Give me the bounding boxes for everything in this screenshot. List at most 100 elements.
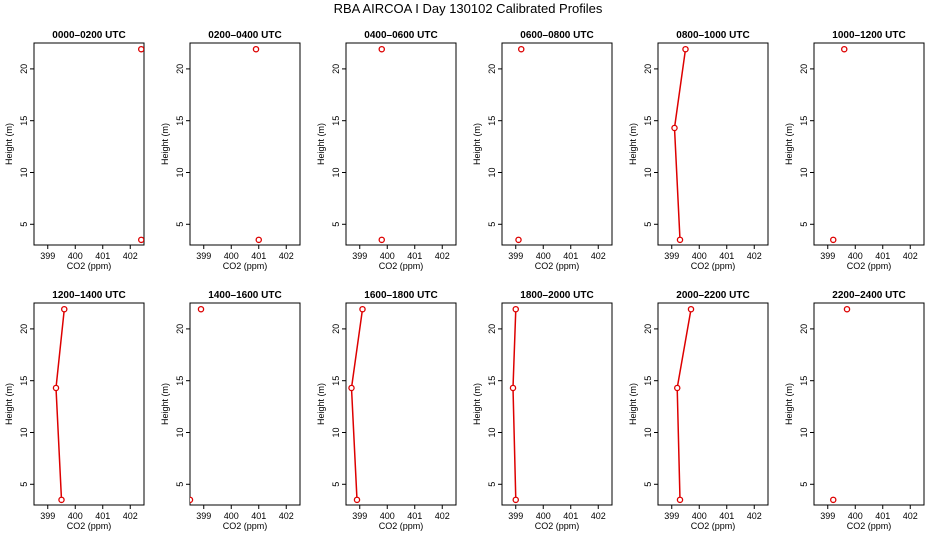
x-tick-label: 399 [664, 511, 679, 521]
profile-line [512, 309, 517, 500]
y-tick-label: 15 [19, 116, 29, 126]
y-axis-label: Height (m) [160, 123, 170, 165]
y-tick-label: 15 [331, 376, 341, 386]
plot-frame [189, 302, 301, 506]
y-tick-label: 20 [643, 64, 653, 74]
data-layer [252, 45, 262, 244]
x-axis-label: CO2 (ppm) [223, 261, 268, 271]
y-axis-label: Height (m) [160, 383, 170, 425]
x-tick-label: 401 [875, 511, 890, 521]
x-axis-label: CO2 (ppm) [691, 261, 736, 271]
data-point [674, 384, 681, 392]
x-tick-label: 402 [591, 251, 606, 261]
y-tick-label: 5 [799, 222, 809, 227]
panel-title: 2200–2400 UTC [832, 290, 905, 301]
data-point [676, 236, 684, 244]
y-tick-label: 5 [643, 482, 653, 487]
y-tick-label: 15 [19, 376, 29, 386]
x-tick-label: 401 [95, 251, 110, 261]
y-axis-label: Height (m) [4, 383, 14, 425]
x-tick-label: 402 [279, 251, 294, 261]
profile-line [676, 309, 692, 500]
data-layer [674, 305, 695, 504]
y-tick-label: 20 [19, 324, 29, 334]
y-tick-label: 5 [19, 222, 29, 227]
y-tick-label: 10 [643, 427, 653, 437]
profile-panel: 1600–1800 UTC 399 400 401 402 5 10 15 20 CO2 (ppm… [316, 290, 457, 531]
y-tick-label: 20 [331, 64, 341, 74]
x-tick-label: 399 [352, 511, 367, 521]
data-point [378, 45, 385, 53]
panel-title: 1200–1400 UTC [52, 290, 125, 301]
profile-line [55, 309, 66, 500]
panel-title: 1800–2000 UTC [520, 290, 593, 301]
figure-title: RBA AIRCOA I Day 130102 Calibrated Profi… [333, 1, 603, 16]
data-point [190, 496, 194, 504]
profile-panel: 0800–1000 UTC 399 400 401 402 5 10 15 20 CO2 (ppm… [628, 30, 769, 271]
y-axis-label: Height (m) [316, 383, 326, 425]
x-tick-label: 400 [224, 251, 239, 261]
y-tick-label: 10 [331, 167, 341, 177]
y-tick-label: 10 [487, 167, 497, 177]
data-layer [52, 305, 68, 504]
data-layer [671, 45, 689, 244]
plot-frame [345, 42, 457, 246]
panel-title: 2000–2200 UTC [676, 290, 749, 301]
data-point [830, 496, 837, 504]
data-point [52, 384, 60, 392]
profile-panel: 2000–2200 UTC 399 400 401 402 5 10 15 20 CO2 (ppm… [628, 290, 769, 531]
y-tick-label: 10 [487, 427, 497, 437]
plot-frame [813, 302, 925, 506]
y-axis-label: Height (m) [316, 123, 326, 165]
y-axis-label: Height (m) [628, 123, 638, 165]
y-tick-label: 5 [175, 222, 185, 227]
x-tick-label: 400 [380, 511, 395, 521]
data-point [197, 305, 205, 313]
x-tick-label: 399 [40, 251, 55, 261]
data-layer [830, 305, 851, 504]
x-axis-label: CO2 (ppm) [691, 521, 736, 531]
data-point [58, 496, 65, 504]
plot-frame [813, 42, 925, 246]
x-tick-label: 399 [196, 511, 211, 521]
x-tick-label: 401 [251, 511, 266, 521]
data-layer [138, 45, 144, 244]
plot-frame [189, 42, 301, 246]
profile-panel: 1200–1400 UTC 399 400 401 402 5 10 15 20 CO2 (ppm… [4, 290, 145, 531]
profile-panel: 2200–2400 UTC 399 400 401 402 5 10 15 20 CO2 (ppm… [784, 290, 925, 531]
plot-frame [501, 42, 613, 246]
y-tick-label: 20 [799, 324, 809, 334]
x-axis-label: CO2 (ppm) [379, 521, 424, 531]
panel-title: 0800–1000 UTC [676, 30, 749, 41]
data-point [138, 236, 144, 244]
x-tick-label: 400 [536, 511, 551, 521]
data-point [687, 305, 695, 313]
panel-title: 1600–1800 UTC [364, 290, 437, 301]
y-tick-label: 10 [643, 167, 653, 177]
y-tick-label: 15 [643, 116, 653, 126]
y-tick-label: 20 [487, 324, 497, 334]
y-tick-label: 5 [331, 482, 341, 487]
x-tick-label: 401 [251, 251, 266, 261]
x-tick-label: 399 [820, 251, 835, 261]
x-tick-label: 399 [196, 251, 211, 261]
y-tick-label: 20 [331, 324, 341, 334]
y-axis-label: Height (m) [784, 123, 794, 165]
data-point [512, 496, 520, 504]
plot-frame [657, 302, 769, 506]
x-tick-label: 402 [591, 511, 606, 521]
data-layer [509, 305, 520, 504]
panel-title: 0200–0400 UTC [208, 30, 281, 41]
x-axis-label: CO2 (ppm) [67, 521, 112, 531]
data-point [682, 45, 689, 53]
y-tick-label: 10 [19, 427, 29, 437]
x-tick-label: 402 [435, 251, 450, 261]
x-tick-label: 401 [407, 511, 422, 521]
profile-panel: 1800–2000 UTC 399 400 401 402 5 10 15 20 CO2 (ppm… [472, 290, 613, 531]
y-tick-label: 20 [19, 64, 29, 74]
y-tick-label: 20 [643, 324, 653, 334]
x-axis-label: CO2 (ppm) [847, 521, 892, 531]
y-tick-label: 15 [175, 116, 185, 126]
plot-frame [501, 302, 613, 506]
